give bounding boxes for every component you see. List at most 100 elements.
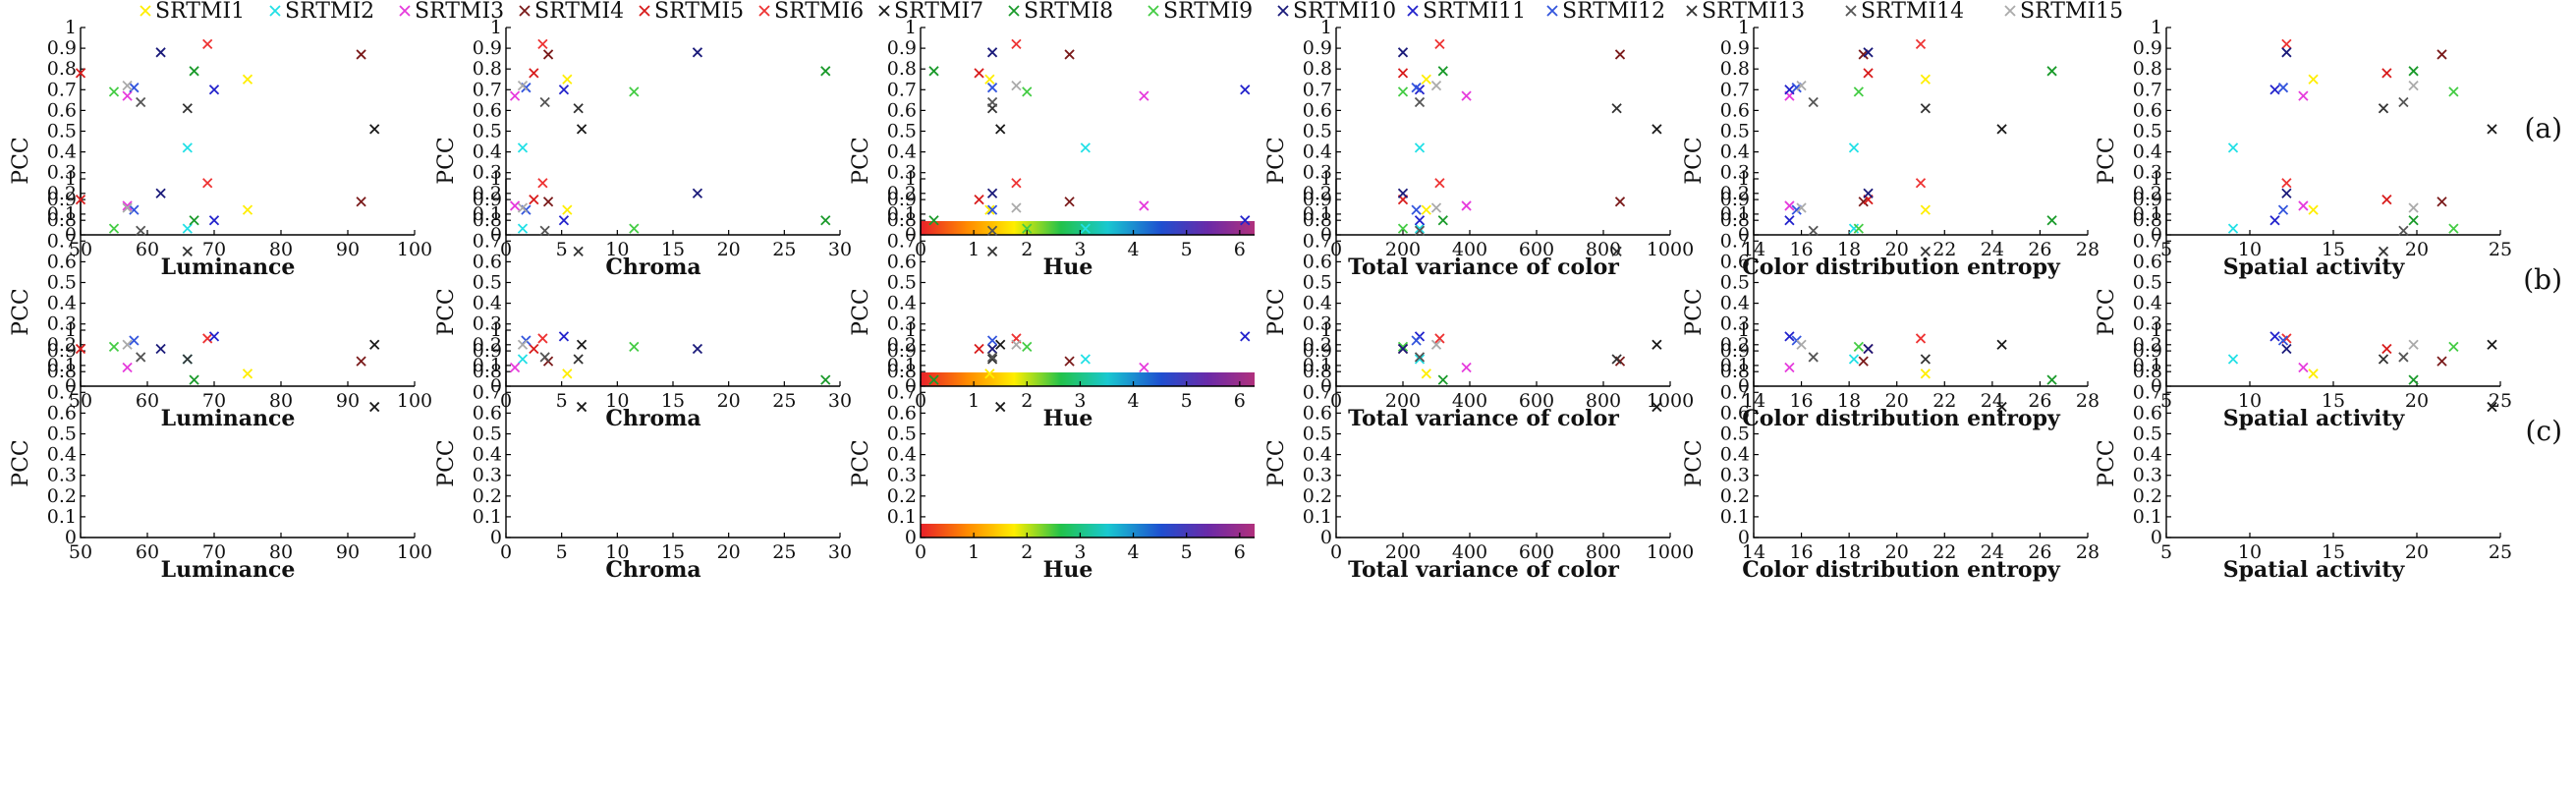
- point-srtmi14: [1414, 225, 1426, 236]
- y-tick-label: 0.1: [2133, 203, 2162, 225]
- x-axis-label: Total variance of color: [1348, 255, 1619, 280]
- y-tick-label: 0.4: [1303, 293, 1332, 314]
- axes: [920, 179, 1255, 387]
- y-tick-label: 0.7: [887, 230, 917, 252]
- x-tick-label: 6: [1234, 541, 1246, 563]
- point-srtmi7: [2487, 401, 2497, 413]
- point-srtmi15: [2408, 339, 2419, 350]
- x-tick-label: 4: [1128, 239, 1140, 260]
- y-tick-label: 0.2: [887, 334, 917, 356]
- point-srtmi15: [122, 80, 133, 91]
- point-srtmi6: [202, 38, 213, 50]
- x-tick-label: 4: [1128, 541, 1140, 563]
- point-srtmi11: [1240, 215, 1251, 226]
- x-tick-label: 5: [556, 239, 568, 260]
- y-tick-label: 0: [65, 527, 77, 548]
- point-srtmi1: [1421, 74, 1431, 85]
- y-tick-label: 0.5: [1720, 424, 1750, 445]
- point-srtmi4: [356, 49, 366, 60]
- x-tick-label: 5: [2160, 541, 2172, 563]
- point-srtmi2: [1414, 142, 1426, 153]
- point-srtmi8: [2408, 66, 2419, 77]
- point-srtmi2: [1080, 354, 1091, 365]
- y-tick-label: 1: [2151, 168, 2162, 190]
- x-tick-label: 18: [1837, 390, 1861, 412]
- point-srtmi4: [542, 49, 554, 60]
- axes: [505, 330, 840, 538]
- y-axis-label: PCC: [9, 439, 33, 486]
- legend-marker: [1686, 5, 1698, 17]
- point-srtmi6: [2281, 178, 2292, 189]
- y-tick-label: 0.4: [2133, 142, 2162, 163]
- point-srtmi10: [986, 343, 998, 355]
- y-tick-label: 0.8: [1303, 58, 1332, 80]
- legend-marker: [1407, 5, 1419, 17]
- panel-a-spatial-activity: 00.10.20.30.40.50.60.70.80.915 10 15 20 25Sp…: [2095, 17, 2512, 280]
- point-srtmi2: [1848, 223, 1860, 234]
- y-tick-label: 0.2: [1720, 183, 1750, 204]
- y-tick-label: 0.1: [2133, 506, 2162, 528]
- y-axis-label: PCC: [1264, 439, 1289, 486]
- legend-entry-srtmi3: SRTMI3: [399, 0, 504, 24]
- y-tick-label: 0.1: [887, 203, 917, 225]
- point-srtmi4: [1614, 197, 1626, 207]
- y-axis-label: PCC: [2095, 137, 2119, 184]
- point-srtmi3: [1139, 90, 1149, 101]
- point-srtmi6: [1434, 333, 1445, 344]
- legend-label: SRTMI13: [1702, 0, 1805, 24]
- point-srtmi7: [1652, 124, 1662, 135]
- legend-entry-srtmi1: SRTMI1: [140, 0, 245, 24]
- x-axis-label: Total variance of color: [1348, 406, 1619, 431]
- point-srtmi13: [2378, 246, 2389, 256]
- point-srtmi11: [208, 85, 220, 95]
- y-tick-label: 0.1: [473, 506, 502, 528]
- y-tick-label: 0.3: [1303, 313, 1332, 335]
- y-tick-label: 0.6: [1303, 251, 1332, 272]
- x-tick-label: 30: [828, 541, 852, 563]
- x-tick-label: 90: [336, 390, 360, 412]
- point-srtmi1: [984, 368, 995, 379]
- point-srtmi5: [2381, 343, 2392, 355]
- x-axis-label: Spatial activity: [2223, 255, 2406, 280]
- y-tick-label: 0: [905, 224, 917, 246]
- x-tick-label: 100: [397, 239, 432, 260]
- y-axis-label: PCC: [1682, 288, 1707, 335]
- x-axis-label: Color distribution entropy: [1742, 406, 2061, 431]
- y-tick-label: 0.8: [887, 361, 917, 382]
- point-srtmi1: [1920, 74, 1931, 85]
- x-tick-label: 1000: [1647, 541, 1694, 563]
- point-srtmi10: [986, 47, 998, 58]
- legend-entry-srtmi12: SRTMI12: [1546, 0, 1665, 24]
- point-srtmi14: [136, 96, 146, 108]
- point-srtmi5: [1397, 68, 1409, 79]
- x-tick-label: 90: [336, 541, 360, 563]
- point-srtmi15: [1430, 202, 1442, 213]
- point-srtmi6: [202, 333, 213, 344]
- point-srtmi5: [529, 194, 539, 205]
- y-tick-label: 0.7: [47, 79, 77, 100]
- x-tick-label: 18: [1837, 239, 1861, 260]
- y-tick-label: 0.8: [887, 209, 917, 231]
- y-tick-label: 0.7: [1303, 79, 1332, 100]
- panel-c-hue: 00.10.20.30.40.50.60.70.80.910 1 2 3 4 5 6HueP…: [849, 319, 1255, 583]
- axes: [2165, 28, 2500, 236]
- y-axis-label: PCC: [434, 137, 459, 184]
- x-tick-label: 25: [2489, 390, 2512, 412]
- point-srtmi9: [2448, 223, 2459, 234]
- point-srtmi3: [122, 200, 133, 211]
- point-srtmi7: [576, 124, 588, 135]
- x-tick-label: 80: [269, 239, 293, 260]
- y-tick-label: 0.5: [2133, 121, 2162, 142]
- y-tick-label: 0.3: [47, 162, 77, 184]
- x-tick-label: 26: [2028, 541, 2051, 563]
- point-srtmi15: [1011, 339, 1022, 350]
- y-tick-label: 0.3: [47, 465, 77, 486]
- point-srtmi11: [558, 331, 570, 342]
- point-srtmi7: [1652, 401, 1662, 413]
- legend-entry-srtmi14: SRTMI14: [1845, 0, 1964, 24]
- point-srtmi5: [75, 68, 86, 79]
- y-tick-label: 0: [1320, 375, 1332, 397]
- y-tick-label: 0.3: [887, 162, 917, 184]
- y-tick-label: 0.3: [2133, 313, 2162, 335]
